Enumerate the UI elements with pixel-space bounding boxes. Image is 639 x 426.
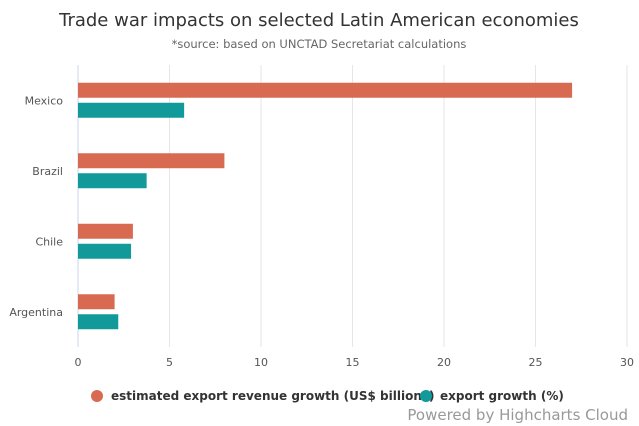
bar-growth bbox=[78, 243, 132, 259]
legend-label: estimated export revenue growth (US$ bil… bbox=[111, 389, 435, 403]
x-tick-label: 10 bbox=[254, 356, 268, 369]
legend-label: export growth (%) bbox=[440, 389, 564, 403]
bar-growth bbox=[78, 102, 185, 118]
legend-marker bbox=[420, 390, 432, 402]
bars bbox=[78, 82, 573, 330]
x-tick-label: 30 bbox=[620, 356, 634, 369]
legend-marker bbox=[91, 390, 103, 402]
category-labels: Mexico Brazil Chile Argentina bbox=[9, 94, 63, 319]
category-label: Argentina bbox=[9, 306, 63, 319]
bar-revenue bbox=[78, 294, 115, 310]
x-tick-labels: 0 5 10 15 20 25 30 bbox=[75, 356, 635, 369]
bar-revenue bbox=[78, 82, 573, 98]
chart-title: Trade war impacts on selected Latin Amer… bbox=[58, 10, 579, 31]
x-tick-label: 0 bbox=[75, 356, 82, 369]
legend: estimated export revenue growth (US$ bil… bbox=[91, 389, 564, 403]
x-tick-label: 20 bbox=[437, 356, 451, 369]
x-tick-label: 5 bbox=[166, 356, 173, 369]
category-label: Mexico bbox=[25, 94, 64, 107]
x-tick-label: 15 bbox=[346, 356, 360, 369]
credit-link[interactable]: Powered by Highcharts Cloud bbox=[407, 406, 628, 424]
bar-revenue bbox=[78, 153, 225, 169]
category-label: Brazil bbox=[32, 165, 63, 178]
bar-growth bbox=[78, 314, 119, 330]
bar-growth bbox=[78, 173, 147, 189]
bar-revenue bbox=[78, 223, 133, 239]
chart-subtitle: *source: based on UNCTAD Secretariat cal… bbox=[172, 37, 467, 51]
x-tick-label: 25 bbox=[529, 356, 543, 369]
category-label: Chile bbox=[35, 235, 63, 248]
